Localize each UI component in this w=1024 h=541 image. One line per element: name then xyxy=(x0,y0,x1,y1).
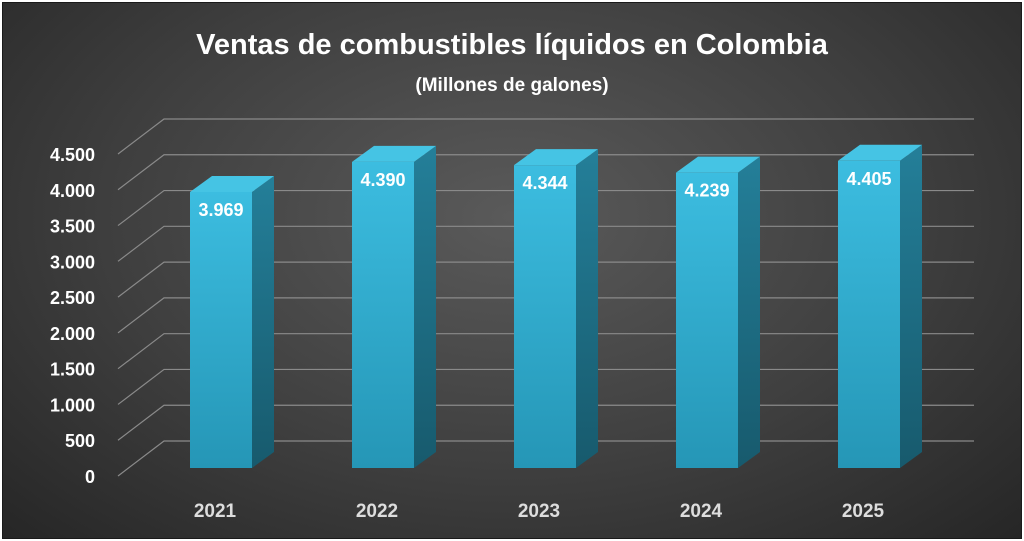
bar-top xyxy=(190,175,274,192)
y-tick-label: 4.500 xyxy=(50,145,95,165)
x-tick-label: 2025 xyxy=(842,501,885,522)
data-label: 3.969 xyxy=(198,200,243,220)
bar xyxy=(514,149,598,469)
bar-top xyxy=(838,144,922,161)
x-tick-label: 2023 xyxy=(518,501,560,522)
bar xyxy=(838,144,922,468)
y-tick-label: 1.000 xyxy=(50,395,95,415)
bar xyxy=(190,175,274,468)
data-label: 4.390 xyxy=(360,170,405,190)
bar-top xyxy=(352,145,436,162)
bar xyxy=(676,156,760,468)
bar-side xyxy=(738,156,760,468)
bar-side xyxy=(414,145,436,469)
data-label: 4.405 xyxy=(846,169,891,189)
bar-top xyxy=(676,156,760,173)
data-label: 4.344 xyxy=(522,173,567,193)
bar-front xyxy=(514,165,576,469)
y-tick-label: 2.500 xyxy=(50,288,95,308)
bar-side xyxy=(252,175,274,468)
plot-area: 0 500 1.000 1.500 2.000 2.500 3.000 3.500 4.000 4… xyxy=(50,118,974,522)
gridline xyxy=(117,154,974,191)
bar-side xyxy=(900,144,922,468)
gridline xyxy=(117,118,974,155)
bar xyxy=(352,145,436,469)
chart-title: Ventas de combustibles líquidos en Colom… xyxy=(196,29,828,61)
bar-front xyxy=(190,191,252,468)
x-tick-label: 2022 xyxy=(356,501,398,522)
bar-front xyxy=(838,160,900,468)
data-label: 4.239 xyxy=(684,181,729,201)
y-tick-label: 3.000 xyxy=(50,252,95,272)
bar-side xyxy=(576,149,598,469)
y-tick-label: 4.000 xyxy=(50,181,95,201)
bar-front xyxy=(676,172,738,468)
y-tick-label: 3.500 xyxy=(50,217,95,237)
y-tick-label: 500 xyxy=(65,431,95,451)
chart-subtitle: (Millones de galones) xyxy=(415,75,609,96)
y-tick-label: 1.500 xyxy=(50,360,95,380)
y-tick-label: 2.000 xyxy=(50,324,95,344)
x-tick-label: 2024 xyxy=(680,501,723,522)
x-tick-label: 2021 xyxy=(194,501,237,522)
bar-front xyxy=(352,161,414,469)
y-tick-label: 0 xyxy=(85,467,95,487)
bar-top xyxy=(514,149,598,166)
